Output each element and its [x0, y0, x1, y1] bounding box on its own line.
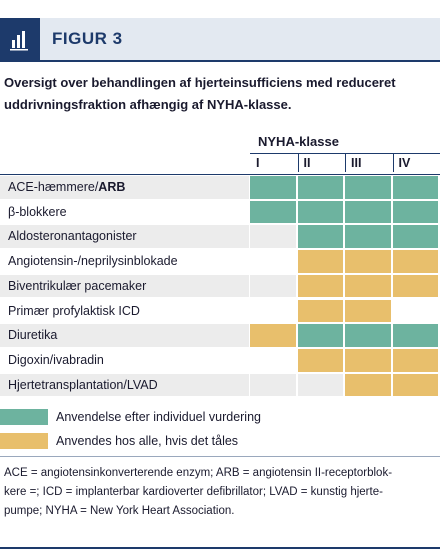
row-label: Primær profylaktisk ICD [8, 304, 140, 318]
cell [345, 250, 391, 273]
row-label-text: Diuretika [8, 328, 58, 343]
row-background [0, 250, 249, 273]
header-rule [250, 153, 440, 154]
cell [392, 373, 438, 397]
caption-line: Oversigt over behandlingen af hjerteinsu… [4, 75, 396, 90]
cell [250, 348, 296, 372]
row-background [0, 324, 249, 347]
cell [345, 274, 391, 298]
cell [345, 225, 391, 249]
legend-swatch [0, 433, 48, 449]
column-header: IV [398, 156, 411, 170]
legend-swatch [0, 409, 48, 425]
cell [345, 176, 391, 199]
figure-icon [0, 18, 40, 60]
cell [392, 324, 438, 347]
row-label-text: Hjertetransplantation/LVAD [8, 377, 158, 392]
cell [392, 299, 438, 323]
legend-rule [0, 456, 440, 457]
figure-label: FIGUR 3 [52, 29, 123, 48]
caption-line: uddrivningsfraktion afhængig af NYHA-kla… [4, 97, 292, 112]
row-label-text: Digoxin/ivabradin [8, 352, 104, 367]
row-label-text: Aldosteronantagonister [8, 229, 137, 244]
group-header: NYHA-klasse [258, 134, 339, 149]
cell [345, 200, 391, 224]
row-label-text: Biventrikulær pacemaker [8, 278, 147, 293]
cell [297, 324, 343, 347]
legend-label: Anvendes hos alle, hvis det tåles [56, 434, 239, 448]
cell [392, 200, 438, 224]
cell [392, 274, 438, 298]
cell [297, 176, 343, 199]
caption: Oversigt over behandlingen af hjerteinsu… [4, 72, 434, 116]
cell [345, 324, 391, 347]
column-divider [392, 154, 394, 172]
cell [392, 250, 438, 273]
cell [250, 250, 296, 273]
row-label: Aldosteronantagonister [8, 229, 137, 243]
row-label: Diuretika [8, 328, 57, 342]
row-label: β-blokkere [8, 205, 67, 219]
column-header: III [351, 156, 362, 170]
column-divider [345, 154, 346, 172]
row-background [0, 274, 249, 298]
cell [250, 176, 296, 199]
column-header: II [303, 156, 311, 170]
row-label: Digoxin/ivabradin [8, 353, 104, 367]
cell [297, 348, 343, 372]
cell [392, 348, 438, 372]
chart-icon [10, 31, 28, 51]
bottom-rule [0, 547, 440, 549]
cell [392, 176, 438, 199]
figure-header: FIGUR 3 [0, 18, 440, 62]
cell [297, 225, 343, 249]
row-background [0, 200, 249, 224]
row-label-text: Primær profylaktisk ICD [8, 303, 140, 318]
cell [297, 200, 343, 224]
cell [250, 200, 296, 224]
cell [250, 274, 296, 298]
table: NYHA-klasse I II III IV ACE-hæmmere/ARB β-blok… [0, 134, 440, 457]
row-label: Biventrikulær pacemaker [8, 279, 146, 293]
cell [297, 299, 343, 323]
footnote-line: kere =; ICD = implanterbar kardioverter … [4, 486, 383, 498]
column-divider [297, 154, 299, 172]
cell [297, 373, 343, 397]
row-background [0, 225, 249, 249]
cell [345, 348, 391, 372]
cell [250, 373, 296, 397]
row-label-bold: ARB [98, 180, 126, 194]
row-background [0, 373, 249, 397]
row-label: Hjertetransplantation/LVAD [8, 378, 158, 392]
cell [250, 324, 296, 347]
cell [250, 225, 296, 249]
footnote-line: ACE = angiotensinkonverterende enzym; AR… [4, 467, 393, 479]
row-label-text: Angiotensin-/neprilysinblokade [8, 254, 178, 269]
table-rule [0, 174, 440, 175]
footnote: ACE = angiotensinkonverterende enzym; AR… [4, 464, 436, 521]
cell [297, 250, 343, 273]
row-background [0, 299, 249, 323]
footnote-line: pumpe; NYHA = New York Heart Association… [4, 505, 235, 517]
cell [392, 225, 438, 249]
cell [250, 299, 296, 323]
legend-label: Anvendelse efter individuel vurdering [56, 410, 261, 424]
row-background [0, 348, 249, 372]
cell [345, 373, 391, 397]
row-label-text: β-blokkere [8, 204, 67, 219]
row-label: ACE-hæmmere/ARB [8, 180, 125, 194]
column-header: I [256, 156, 260, 170]
cell [345, 299, 391, 323]
row-background [0, 176, 249, 199]
cell [297, 274, 343, 298]
row-label-text: ACE-hæmmere/ [8, 180, 99, 194]
row-label: Angiotensin-/neprilysinblokade [8, 254, 178, 268]
